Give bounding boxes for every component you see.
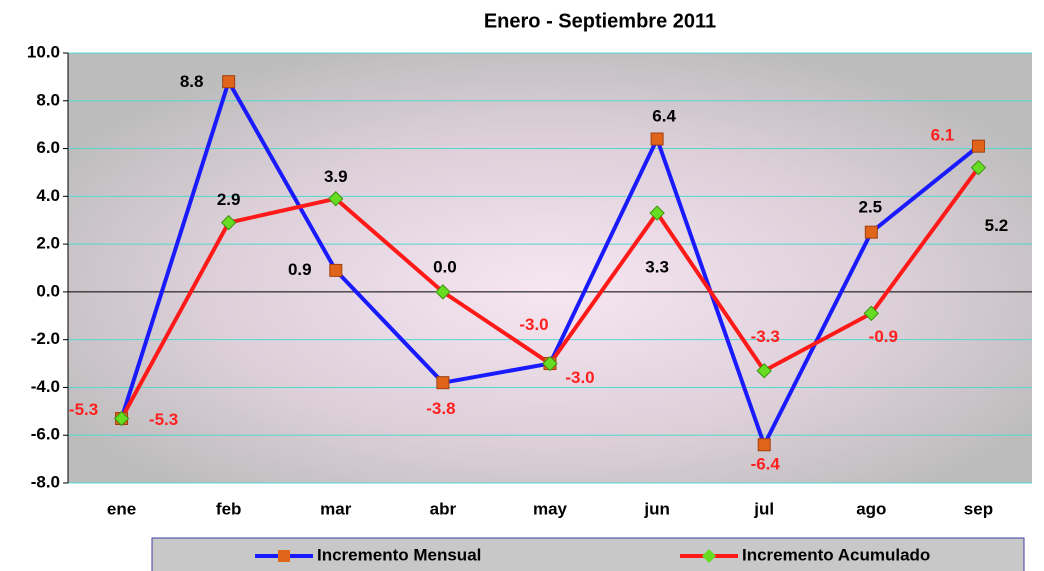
marker — [222, 75, 236, 89]
y-tick-label: 6.0 — [36, 138, 60, 157]
value-label: 6.4 — [652, 106, 676, 125]
marker — [113, 410, 130, 427]
marker — [649, 205, 665, 221]
value-label: -5.3 — [69, 400, 98, 419]
y-tick-label: 4.0 — [36, 186, 60, 205]
y-tick-label: -6.0 — [31, 425, 60, 444]
legend-marker — [702, 549, 716, 563]
marker — [756, 363, 772, 379]
y-tick-label: 0.0 — [36, 281, 60, 300]
x-tick-label: jun — [643, 499, 670, 518]
value-label: 5.2 — [985, 216, 1009, 235]
value-label: -0.9 — [869, 327, 898, 346]
value-label: 3.9 — [324, 167, 348, 186]
marker — [542, 355, 558, 372]
value-label: 2.5 — [859, 198, 883, 217]
y-tick-label: -8.0 — [31, 472, 60, 491]
value-label: -6.4 — [751, 454, 781, 473]
x-tick-label: feb — [216, 499, 242, 518]
legend-label: Incremento Mensual — [317, 545, 481, 564]
value-label: 0.0 — [433, 257, 457, 276]
marker — [757, 438, 771, 452]
value-label: 0.9 — [288, 260, 312, 279]
x-tick-label: may — [533, 499, 568, 518]
y-tick-label: 2.0 — [36, 234, 60, 253]
legend-label: Incremento Acumulado — [742, 545, 930, 564]
x-tick-label: jul — [753, 499, 774, 518]
value-label: -3.3 — [751, 327, 780, 346]
marker — [970, 159, 987, 176]
plot-area — [68, 53, 1032, 483]
value-label: 8.8 — [180, 72, 204, 91]
marker — [328, 191, 344, 207]
marker — [971, 139, 985, 153]
value-label: -3.0 — [565, 368, 594, 387]
y-tick-label: 10.0 — [27, 42, 60, 61]
marker — [220, 214, 237, 231]
value-label: 6.1 — [931, 126, 955, 145]
marker — [435, 284, 451, 300]
marker — [329, 263, 343, 277]
chart-title: Enero - Septiembre 2011 — [484, 10, 716, 32]
x-tick-label: ene — [107, 499, 136, 518]
value-label: -3.0 — [519, 315, 548, 334]
y-tick-label: 8.0 — [36, 90, 60, 109]
legend-marker — [278, 550, 290, 562]
marker — [863, 305, 880, 322]
x-tick-label: ago — [856, 499, 886, 518]
value-label: -3.8 — [426, 399, 455, 418]
y-tick-label: -4.0 — [31, 377, 60, 396]
y-tick-label: -2.0 — [31, 329, 60, 348]
x-tick-label: mar — [320, 499, 352, 518]
x-tick-label: abr — [430, 499, 457, 518]
value-label: -5.3 — [149, 410, 178, 429]
marker — [650, 132, 664, 146]
marker — [864, 225, 878, 239]
marker — [436, 376, 450, 390]
value-label: 2.9 — [217, 190, 241, 209]
value-label: 3.3 — [645, 258, 669, 277]
x-tick-label: sep — [964, 499, 993, 518]
